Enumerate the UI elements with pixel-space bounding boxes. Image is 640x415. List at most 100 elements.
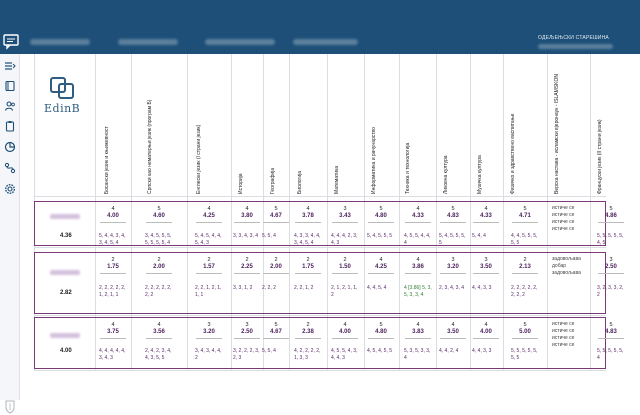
grade-cell[interactable]: 2 2.00	[141, 257, 177, 274]
grade-cell[interactable]: 3 2.50	[229, 322, 265, 339]
grade-list[interactable]: 4, 4, 5, 4	[367, 285, 387, 291]
grade-cell[interactable]: 4 3.86	[400, 257, 436, 274]
grade-cell[interactable]: 5 4.60	[141, 206, 177, 223]
grade-list[interactable]: 5, 5, 5, 5, 5, 4	[597, 348, 624, 361]
clipboard-icon[interactable]	[4, 120, 16, 132]
subject-header[interactable]: Српски као нематерњи језик (програм Б)	[147, 99, 153, 194]
grade-list[interactable]: 4, 5, 4, 5, 5	[367, 348, 393, 354]
grade-cell[interactable]: 3 3.20	[435, 257, 471, 274]
grade-list[interactable]: 3, 3, 4, 3, 4	[233, 233, 259, 239]
grade-list[interactable]: 5, 4, 4, 3, 4, 3, 4, 5, 4	[99, 233, 126, 246]
grade-cell[interactable]: 4 4.00	[468, 322, 504, 339]
student-name[interactable]	[50, 214, 80, 219]
grade-list[interactable]: 4 [3.86] 5, 3, 5, 3, 3, 4	[404, 285, 432, 298]
grade-list[interactable]: 5, 4, 5, 5, 5, 5	[439, 233, 466, 246]
grade-cell[interactable]: 5 4.86	[593, 206, 629, 223]
grade-list[interactable]: 2, 2, 2, 2, 2, 2, 2, 2	[511, 285, 538, 298]
grade-list[interactable]: 5, 4, 5, 4, 4, 5, 4, 3	[195, 233, 222, 246]
grade-cell[interactable]: 5 4.80	[363, 206, 399, 223]
grade-list[interactable]: 4, 3, 3, 4, 4, 3, 4, 5, 4	[294, 233, 321, 246]
grade-list[interactable]: 5, 5, 5, 5, 5, 5, 5	[511, 348, 538, 361]
grade-cell[interactable]: 4 4.33	[468, 206, 504, 223]
grade-list[interactable]: 4, 4, 3, 3	[472, 348, 492, 354]
subject-header[interactable]: Босански језик и књижевност	[104, 126, 110, 194]
subject-header[interactable]: Математика	[334, 165, 340, 194]
grade-cell[interactable]: 5 4.71	[507, 206, 543, 223]
religion-descriptive-grade[interactable]: истиче се истиче се истиче се истиче се	[552, 205, 575, 232]
grade-list[interactable]: 4, 5, 5, 4, 4, 4	[404, 233, 431, 246]
subject-header[interactable]: Музичка култура	[477, 155, 483, 194]
route-icon[interactable]	[4, 162, 16, 174]
grade-list[interactable]: 3, 3, 1, 2	[233, 285, 253, 291]
grade-cell[interactable]: 4 4.00	[95, 206, 131, 223]
grade-list[interactable]: 2, 2, 1, 2, 1, 1, 1	[195, 285, 222, 298]
grade-cell[interactable]: 4 3.78	[290, 206, 326, 223]
grade-cell[interactable]: 2 2.38	[290, 322, 326, 339]
subject-header[interactable]: Географија	[270, 167, 276, 194]
book-icon[interactable]	[4, 80, 16, 92]
grade-cell[interactable]: 2 2.13	[507, 257, 543, 274]
grade-list[interactable]: 3, 4, 3, 4, 4, 2	[195, 348, 222, 361]
grade-list[interactable]: 4, 5, 5, 4, 3, 4, 4, 3	[331, 348, 358, 361]
religion-descriptive-grade[interactable]: истиче се истиче се истиче се истиче се	[552, 321, 575, 348]
grade-list[interactable]: 3, 4, 5, 5, 5, 5, 5, 5, 5, 4	[145, 233, 172, 246]
grade-cell[interactable]: 5 4.67	[258, 322, 294, 339]
subject-header[interactable]: Историја	[238, 173, 244, 194]
table-row[interactable]	[34, 201, 606, 246]
grade-cell[interactable]: 3 3.20	[191, 322, 227, 339]
religion-descriptive-grade[interactable]: задовољава добар задовољава	[552, 256, 581, 276]
collapse-icon[interactable]	[4, 60, 16, 72]
subject-header[interactable]: Енглески језик (I страни језик)	[196, 124, 202, 194]
grade-cell[interactable]: 5 4.83	[435, 206, 471, 223]
table-row[interactable]	[34, 252, 606, 314]
grade-cell[interactable]: 4 3.80	[229, 206, 265, 223]
breadcrumb[interactable]	[293, 39, 358, 45]
grade-cell[interactable]: 3 3.50	[468, 257, 504, 274]
grade-list[interactable]: 4, 4, 2, 4	[439, 348, 459, 354]
grade-list[interactable]: 5, 4, 4	[472, 233, 486, 239]
grade-cell[interactable]: 4 4.33	[400, 206, 436, 223]
subject-header[interactable]: Биологија	[297, 170, 303, 194]
grade-list[interactable]: 2, 2, 2, 2, 2, 1, 2, 1, 1	[99, 285, 126, 298]
grade-list[interactable]: 2, 4, 2, 3, 4, 4, 3, 5, 5	[145, 348, 172, 361]
grade-list[interactable]: 3, 2, 3, 3, 2, 2	[597, 285, 624, 298]
table-row[interactable]	[34, 317, 606, 369]
grade-list[interactable]: 2, 3, 4, 3, 4	[439, 285, 465, 291]
subject-header[interactable]: Физичко и здравствено васпитање	[510, 113, 516, 194]
grade-list[interactable]: 5, 5, 5, 5, 5, 4, 5	[597, 233, 624, 246]
grade-cell[interactable]: 5 4.67	[258, 206, 294, 223]
grade-list[interactable]: 4, 4, 3, 3	[472, 285, 492, 291]
grade-cell[interactable]: 2 1.75	[95, 257, 131, 274]
grade-cell[interactable]: 4 3.50	[435, 322, 471, 339]
grade-list[interactable]: 4, 4, 4, 4, 4, 3, 4, 3	[99, 348, 126, 361]
grade-list[interactable]: 5, 3, 5, 3, 3, 4	[404, 348, 431, 361]
grade-cell[interactable]: 4 4.25	[191, 206, 227, 223]
subject-header[interactable]: Техника и технологија	[405, 142, 411, 194]
grade-list[interactable]: 3, 2, 2, 2, 3, 2, 3	[233, 348, 260, 361]
grade-cell[interactable]: 2 2.00	[258, 257, 294, 274]
breadcrumb[interactable]	[118, 39, 178, 45]
grade-list[interactable]: 2, 1, 2, 1, 1, 2	[331, 285, 358, 298]
grade-cell[interactable]: 2 1.75	[290, 257, 326, 274]
grade-list[interactable]: 5, 4, 5, 5, 5	[367, 233, 393, 239]
grade-cell[interactable]: 3 3.43	[327, 206, 363, 223]
grade-cell[interactable]: 5 4.83	[593, 322, 629, 339]
subject-header[interactable]: Верска настава - исламски вјеронаук - IS…	[554, 74, 560, 194]
grade-list[interactable]: 2, 2, 2, 2, 2, 2, 2	[145, 285, 172, 298]
user-name[interactable]	[538, 44, 613, 49]
users-icon[interactable]	[4, 100, 16, 112]
grade-cell[interactable]: 4 3.56	[141, 322, 177, 339]
grade-cell[interactable]: 5 4.80	[363, 322, 399, 339]
grade-cell[interactable]: 2 1.57	[191, 257, 227, 274]
chat-icon[interactable]	[2, 32, 20, 50]
grade-list[interactable]: 5, 5, 4	[262, 348, 276, 354]
student-name[interactable]	[50, 333, 80, 338]
grade-cell[interactable]: 3 2.50	[593, 257, 629, 274]
subject-header[interactable]: Ликовна култура	[443, 155, 449, 194]
subject-header[interactable]: Информатика и рачунарство	[371, 127, 377, 194]
grade-list[interactable]: 2, 2, 1, 2	[294, 285, 314, 291]
breadcrumb[interactable]	[205, 39, 275, 45]
grade-cell[interactable]: 4 4.25	[363, 257, 399, 274]
grade-list[interactable]: 5, 5, 4	[262, 233, 276, 239]
settings-icon[interactable]	[4, 183, 16, 195]
